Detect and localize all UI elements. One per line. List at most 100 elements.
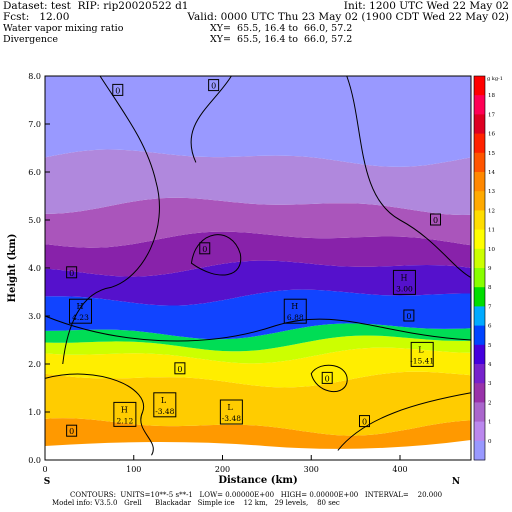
- init-time-label: Init: 1200 UTC Wed 22 May 02: [343, 0, 509, 12]
- extrema-kind: H: [121, 405, 128, 414]
- color-bar-label: 17: [488, 112, 495, 118]
- contour-line: [337, 392, 472, 451]
- color-bar-label: 3: [488, 381, 492, 387]
- extrema-value: 2.12: [117, 416, 134, 425]
- x-tick-label: 200: [215, 465, 230, 474]
- y-axis-label: Height (km): [7, 234, 18, 303]
- color-bar-swatch: [474, 421, 485, 442]
- y-tick-label: 6.0: [28, 168, 41, 177]
- extrema-kind: L: [161, 396, 167, 405]
- extrema-box: [392, 269, 416, 295]
- color-bar-label: 1: [488, 420, 492, 426]
- color-bar-swatch: [474, 191, 485, 211]
- extrema-kind: L: [418, 345, 424, 354]
- y-tick-label: 8.0: [28, 72, 41, 81]
- color-bar-swatch: [474, 114, 485, 135]
- extrema-box: [113, 401, 137, 427]
- zero-box: [199, 242, 211, 255]
- color-bar-label: 2: [488, 400, 492, 406]
- color-bar-swatch: [474, 440, 485, 461]
- zero-text: 0: [211, 82, 216, 91]
- extrema-box: [283, 298, 307, 324]
- color-bar-swatch: [474, 344, 485, 365]
- extrema-label: H 6.88: [283, 298, 307, 324]
- color-bar-swatch: [474, 402, 485, 423]
- extrema-kind: H: [400, 273, 407, 282]
- zero-text: 0: [362, 418, 367, 427]
- x-axis-label: Distance (km): [218, 475, 297, 486]
- contour-line: [190, 234, 242, 276]
- color-bar-label: 10: [488, 247, 495, 253]
- color-bar-swatch: [474, 325, 485, 346]
- color-bar-swatch: [474, 172, 485, 192]
- extrema-label: H 4.23: [69, 298, 92, 324]
- zero-contour-label: 0: [403, 309, 415, 322]
- color-bar-swatch: [474, 133, 485, 154]
- contour-line: [190, 75, 232, 163]
- orientation-left: S: [44, 477, 51, 487]
- color-bar-swatch: [474, 76, 485, 96]
- extrema-value: -3.48: [155, 407, 174, 416]
- zero-text: 0: [325, 374, 330, 383]
- zero-text: 0: [115, 86, 120, 95]
- extrema-value: -3.48: [222, 414, 241, 423]
- dataset-label: Dataset: test RIP: rip20020522 d1: [3, 0, 189, 12]
- y-tick-label: 7.0: [28, 120, 41, 129]
- model-info: Model info: V3.5.0 Grell Blackadar Simpl…: [52, 499, 340, 507]
- extrema-kind: L: [227, 403, 233, 412]
- color-bar-frame: [473, 75, 486, 461]
- color-bar-label: 0: [488, 439, 492, 445]
- color-bar-label: 14: [488, 170, 495, 176]
- color-bar-swatch: [474, 287, 485, 307]
- valid-time-label: Valid: 0000 UTC Thu 23 May 02 (1900 CDT …: [187, 11, 509, 23]
- moisture-band: [45, 231, 471, 277]
- forecast-label: Fcst: 12.00: [3, 11, 70, 23]
- extrema-value: 4.23: [72, 313, 89, 322]
- contour-info: CONTOURS: UNITS=10**-5 s**-1 LOW= 0.0000…: [70, 491, 443, 499]
- zero-box: [66, 266, 78, 279]
- zero-text: 0: [202, 245, 207, 254]
- extrema-box: [410, 341, 434, 367]
- zero-box: [174, 362, 186, 375]
- zero-contour-label: 0: [112, 83, 124, 96]
- moisture-band: [45, 289, 471, 340]
- contour-line: [44, 315, 472, 342]
- moisture-band: [45, 335, 471, 364]
- y-tick-label: 0.0: [28, 456, 41, 465]
- zero-text: 0: [177, 365, 182, 374]
- x-tick-label: 100: [126, 465, 141, 474]
- color-bar-unit: g kg-1: [487, 76, 503, 82]
- field1-xy: XY= 65.5, 16.4 to 66.0, 57.2: [210, 23, 353, 34]
- zero-box: [208, 79, 220, 92]
- x-tick-label: 400: [392, 465, 407, 474]
- zero-box: [403, 309, 415, 322]
- color-bar-label: 11: [488, 228, 495, 234]
- extrema-label: L -3.48: [153, 392, 177, 418]
- moisture-bands: [45, 76, 471, 460]
- y-tick-label: 1.0: [28, 408, 41, 417]
- color-bar-swatch: [474, 210, 485, 231]
- zero-text: 0: [69, 427, 74, 436]
- y-tick-label: 3.0: [28, 312, 41, 321]
- zero-contour-label: 0: [199, 242, 211, 255]
- color-bar-label: 16: [488, 132, 495, 138]
- color-bar-label: 12: [488, 208, 495, 214]
- contour-line: [346, 75, 472, 279]
- color-bar-label: 9: [488, 266, 492, 272]
- orientation-right: N: [452, 477, 460, 487]
- color-bar-swatch: [474, 383, 485, 403]
- color-bar-swatch: [474, 229, 485, 250]
- extrema-box: [69, 298, 92, 324]
- color-bar-swatch: [474, 152, 485, 173]
- divergence-contours: [44, 75, 472, 456]
- extrema-value: 3.00: [396, 284, 413, 293]
- zero-text: 0: [433, 216, 438, 225]
- zero-box: [430, 213, 441, 226]
- moisture-band: [45, 260, 471, 306]
- field2-xy: XY= 65.5, 16.4 to 66.0, 57.2: [210, 34, 353, 45]
- zero-text: 0: [406, 312, 411, 321]
- extrema-box: [219, 399, 243, 425]
- y-tick-label: 2.0: [28, 360, 41, 369]
- zero-box: [359, 415, 370, 428]
